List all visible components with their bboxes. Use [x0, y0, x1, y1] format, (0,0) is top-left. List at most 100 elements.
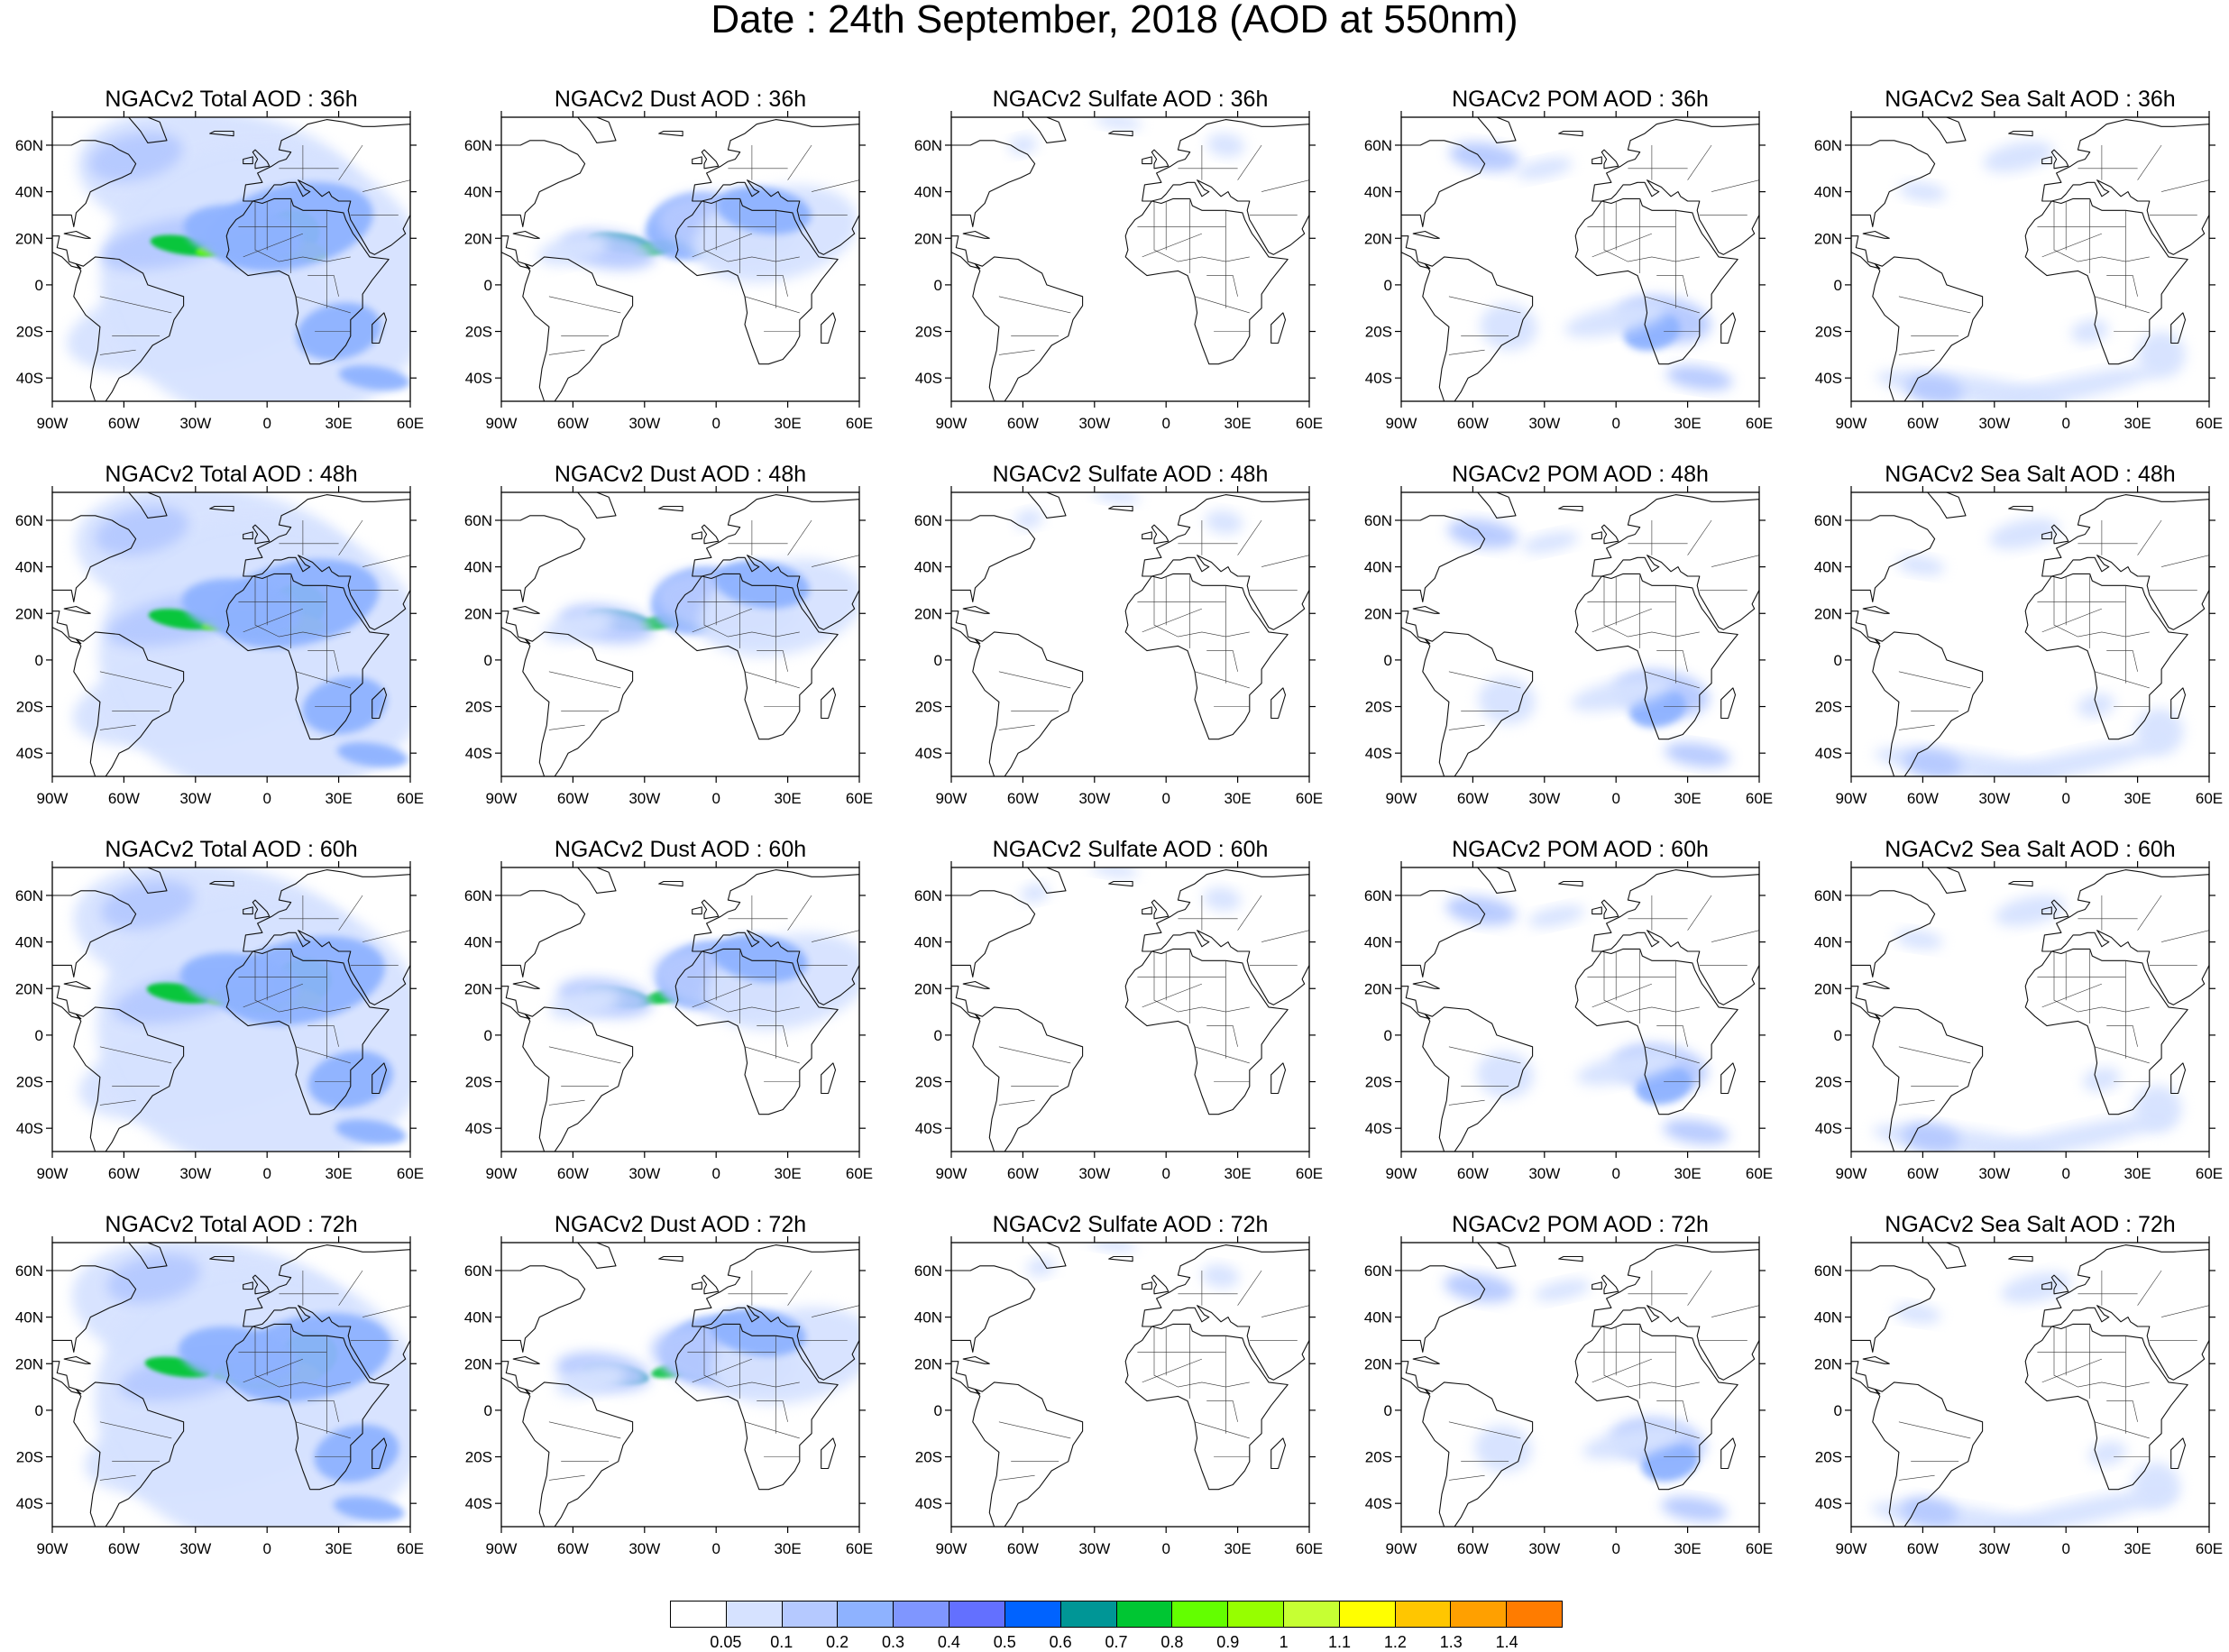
lat-tick-label: 20N	[914, 230, 942, 247]
coastlines	[52, 867, 410, 1152]
lon-tick-label: 90W	[1836, 1540, 1867, 1557]
colorbar-swatch	[671, 1602, 727, 1627]
lon-tick-label: 30E	[1224, 1540, 1251, 1557]
panel-frame	[950, 867, 1310, 1152]
panel-title: NGACv2 Sulfate AOD : 36h	[993, 87, 1269, 112]
lon-tick-label: 0	[1161, 1540, 1170, 1557]
lon-tick-label: 30W	[1078, 415, 1110, 432]
lat-tick-label: 40N	[1814, 1309, 1842, 1326]
lat-tick-label: 40S	[1365, 745, 1392, 762]
lat-tick-label: 40N	[15, 1309, 43, 1326]
aod-field	[1851, 867, 2209, 1152]
coastlines	[1851, 117, 2209, 401]
aod-field	[52, 492, 410, 776]
lat-tick-label: 40S	[465, 745, 492, 762]
colorbar-label: 0.8	[1160, 1633, 1184, 1651]
lon-tick-label: 90W	[1386, 790, 1417, 807]
coastlines	[52, 1243, 410, 1527]
colorbar-label: 0.5	[993, 1633, 1016, 1651]
lat-tick-label: 40N	[914, 184, 942, 201]
colorbar-label: 0.7	[1105, 1633, 1128, 1651]
lon-tick-label: 30E	[325, 415, 352, 432]
lat-tick-label: 40S	[1815, 1120, 1842, 1137]
lon-tick-label: 30E	[2124, 1540, 2151, 1557]
lat-tick-label: 20S	[1365, 1449, 1392, 1466]
lon-tick-label: 90W	[486, 790, 518, 807]
lat-tick-label: 20S	[16, 1074, 43, 1091]
lon-tick-label: 90W	[486, 1165, 518, 1182]
lat-tick-label: 40N	[464, 559, 492, 576]
lon-tick-label: 30W	[1078, 1165, 1110, 1182]
aod-field	[1401, 867, 1759, 1152]
lat-tick-label: 20S	[465, 324, 492, 341]
lon-tick-label: 60W	[1457, 1540, 1489, 1557]
lat-tick-label: 40N	[914, 1309, 942, 1326]
colorbar-swatch	[1004, 1602, 1061, 1627]
lon-tick-label: 0	[1161, 1165, 1170, 1182]
lon-tick-label: 0	[1611, 1540, 1619, 1557]
map-panel-pom-13: NGACv2 POM AOD : 60h 60N 40N 20N 0 20S 40S 90W 6…	[1364, 837, 1773, 1182]
lon-tick-label: 60E	[846, 1540, 873, 1557]
lon-tick-label: 60E	[1296, 790, 1323, 807]
lat-tick-label: 40N	[15, 184, 43, 201]
colorbar-label: 1.1	[1327, 1633, 1352, 1651]
country-borders	[548, 895, 859, 1106]
lat-tick-label: 20S	[16, 324, 43, 341]
lon-tick-label: 0	[2061, 1540, 2069, 1557]
panel-title: NGACv2 POM AOD : 60h	[1452, 837, 1709, 862]
country-borders	[99, 1270, 410, 1481]
panel-frame	[950, 491, 1310, 777]
colorbar-swatch	[1060, 1602, 1117, 1627]
aod-field	[501, 117, 859, 401]
country-borders	[1898, 144, 2209, 355]
coastlines	[951, 1243, 1309, 1527]
country-borders	[1448, 144, 1759, 355]
lon-tick-label: 60E	[2196, 790, 2223, 807]
aod-field	[951, 492, 1309, 776]
lon-tick-label: 30E	[1224, 790, 1251, 807]
lon-tick-label: 90W	[486, 415, 518, 432]
panel-title: NGACv2 Dust AOD : 72h	[555, 1212, 806, 1237]
map-panel-total-15: NGACv2 Total AOD : 72h 60N 40N 20N 0 20S 40S 90…	[15, 1212, 424, 1557]
map-panel-dust-11: NGACv2 Dust AOD : 60h 60N 40N 20N 0 20S 40S 90W…	[464, 837, 873, 1182]
lon-tick-label: 90W	[37, 1165, 69, 1182]
coastlines	[1401, 117, 1759, 401]
colorbar-label: 0.9	[1216, 1633, 1240, 1651]
country-borders	[99, 144, 410, 355]
lon-tick-label: 30W	[1978, 1540, 2010, 1557]
colorbar-label: 0.3	[881, 1633, 905, 1651]
map-panel-total-5: NGACv2 Total AOD : 48h 60N 40N 20N 0 20S 40S 90…	[15, 462, 424, 807]
colorbar-label: 0.1	[770, 1633, 793, 1651]
lon-tick-label: 60W	[557, 1540, 589, 1557]
lat-tick-label: 20S	[16, 699, 43, 716]
map-panel-dust-6: NGACv2 Dust AOD : 48h 60N 40N 20N 0 20S 40S 90W…	[464, 462, 873, 807]
colorbar-label: 0.4	[937, 1633, 960, 1651]
lat-tick-label: 20S	[1365, 324, 1392, 341]
lon-tick-label: 30E	[1674, 1540, 1701, 1557]
lon-tick-label: 60E	[1746, 790, 1773, 807]
lat-tick-label: 40N	[15, 934, 43, 951]
lat-tick-label: 40S	[465, 1120, 492, 1137]
lat-tick-label: 40S	[915, 370, 942, 387]
lon-tick-label: 60W	[1907, 1540, 1939, 1557]
lat-tick-label: 20N	[15, 980, 43, 997]
colorbar-swatch	[1507, 1602, 1562, 1627]
panel-frame	[1400, 491, 1760, 777]
aod-field	[1401, 1243, 1759, 1527]
lon-tick-label: 90W	[486, 1540, 518, 1557]
lat-tick-label: 40N	[1814, 559, 1842, 576]
lon-tick-label: 30E	[1674, 1165, 1701, 1182]
lat-tick-label: 20N	[1814, 605, 1842, 622]
aod-field	[1851, 492, 2209, 776]
lon-tick-label: 0	[1611, 1165, 1619, 1182]
lon-tick-label: 0	[1611, 415, 1619, 432]
colorbar-labels: 0.05 0.1 0.2 0.3 0.4 0.5 0.6 0.7 0.8 0.9 1 1.1 1.2 1.…	[670, 1634, 1563, 1652]
map-panel-sulfate-7: NGACv2 Sulfate AOD : 48h 60N 40N 20N 0 20S 40S…	[914, 462, 1323, 807]
lat-tick-label: 40N	[914, 559, 942, 576]
lat-tick-label: 40S	[1815, 370, 1842, 387]
lat-tick-label: 40S	[915, 1120, 942, 1137]
lat-tick-label: 60N	[1364, 512, 1392, 529]
coastlines	[951, 117, 1309, 401]
lon-tick-label: 30E	[2124, 415, 2151, 432]
country-borders	[1448, 895, 1759, 1106]
